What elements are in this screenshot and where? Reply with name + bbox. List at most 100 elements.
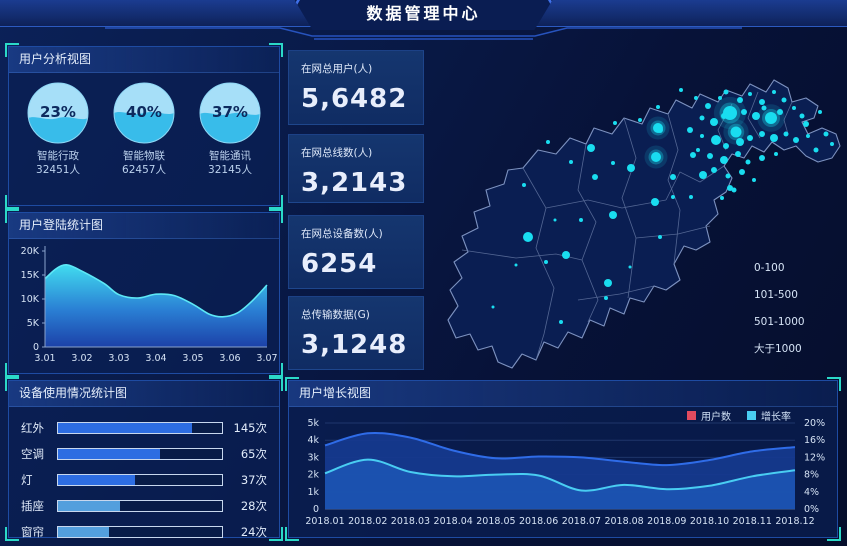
gauge-cell: 23% 智能行政 32451人	[20, 81, 96, 177]
svg-text:0: 0	[313, 504, 319, 515]
svg-text:3.05: 3.05	[182, 353, 203, 364]
panel-title: 设备使用情况统计图	[9, 381, 279, 407]
province-map-chart	[447, 79, 841, 369]
svg-text:10K: 10K	[21, 294, 40, 305]
svg-text:3.07: 3.07	[256, 353, 277, 364]
device-value: 24次	[240, 524, 267, 539]
growth-rate-swatch-icon	[747, 411, 756, 420]
svg-text:20K: 20K	[21, 246, 40, 257]
gauge-count: 32451人	[36, 164, 80, 176]
map-legend-row: 大于1000	[740, 335, 805, 362]
gauge-percent: 23%	[40, 103, 76, 121]
device-bar-fill	[58, 500, 121, 511]
device-usage-row: 红外 145次	[21, 419, 267, 436]
map-legend-label: 大于1000	[754, 343, 802, 355]
svg-text:2018.10: 2018.10	[690, 516, 729, 527]
device-label: 插座	[21, 498, 44, 513]
map-legend-row: 101-500	[740, 281, 805, 308]
stat-value: 6254	[301, 249, 378, 279]
device-bar-track	[57, 499, 223, 512]
gauge-label: 智能行政	[37, 150, 79, 162]
panel-user-growth: 用户增长视图 用户数 增长率 0 0% 1k 4% 2k 8% 3k 12% 4k 16% 5k 20…	[285, 377, 841, 541]
stat-value: 3,2143	[301, 168, 408, 198]
svg-text:0%: 0%	[804, 504, 819, 515]
panel-title: 用户增长视图	[289, 381, 837, 407]
device-bar-fill	[58, 474, 136, 485]
users-swatch-icon	[687, 411, 696, 420]
device-bar-track	[57, 421, 223, 434]
device-label: 窗帘	[21, 524, 44, 539]
svg-text:3.02: 3.02	[71, 353, 92, 364]
gauge-liquid-icon	[199, 82, 261, 144]
legend-item-users[interactable]: 用户数	[687, 408, 731, 423]
svg-text:3.04: 3.04	[145, 353, 166, 364]
stat-card-total-users: 在网总用户(人) 5,6482	[288, 50, 424, 125]
stat-label: 在网总设备数(人)	[301, 228, 383, 240]
device-value: 145次	[233, 420, 267, 435]
device-bar-track	[57, 473, 223, 486]
device-bar-fill	[58, 422, 193, 433]
panel-user-analysis: 用户分析视图 23% 智能行政 32451人	[5, 43, 283, 209]
stat-label: 在网总用户(人)	[301, 63, 373, 75]
svg-text:5K: 5K	[27, 318, 40, 329]
panel-login-stats: 用户登陆统计图 0 5K 10K 15K 20K 3.01 3.02 3.03 3.04 3.05…	[5, 209, 283, 377]
gauge-count: 32145人	[208, 164, 252, 176]
panel-title: 用户分析视图	[9, 47, 279, 73]
svg-text:2018.05: 2018.05	[476, 516, 515, 527]
panel-title: 用户登陆统计图	[9, 213, 279, 239]
svg-text:2018.09: 2018.09	[647, 516, 686, 527]
device-label: 灯	[21, 472, 33, 487]
gauge-percent: 40%	[126, 103, 162, 121]
device-label: 红外	[21, 420, 44, 435]
stat-card-total-data: 总传输数据(G) 3,1248	[288, 296, 424, 370]
svg-text:0: 0	[33, 342, 39, 353]
svg-text:2018.01: 2018.01	[305, 516, 344, 527]
header-underline-decoration	[105, 27, 742, 40]
gauge-liquid-icon	[113, 82, 175, 144]
svg-text:4k: 4k	[307, 435, 319, 446]
page-title: 数据管理中心	[366, 4, 481, 23]
liquid-gauge: 37%	[198, 81, 262, 145]
svg-text:3k: 3k	[307, 452, 319, 463]
svg-text:2018.08: 2018.08	[604, 516, 643, 527]
login-area-chart: 0 5K 10K 15K 20K 3.01 3.02 3.03 3.04 3.05 3.06 3.07	[21, 246, 278, 364]
map-legend-label: 0-100	[754, 261, 785, 274]
stat-label: 在网总线数(人)	[301, 147, 373, 159]
svg-text:1k: 1k	[307, 487, 319, 498]
liquid-gauge: 23%	[26, 81, 90, 145]
stat-value: 5,6482	[301, 84, 408, 114]
svg-text:3.01: 3.01	[34, 353, 55, 364]
svg-text:5k: 5k	[307, 418, 319, 429]
svg-text:4%: 4%	[804, 487, 819, 498]
svg-text:2018.03: 2018.03	[391, 516, 430, 527]
svg-text:3.03: 3.03	[108, 353, 129, 364]
svg-text:20%: 20%	[804, 418, 825, 429]
svg-text:2018.06: 2018.06	[519, 516, 558, 527]
panel-device-usage: 设备使用情况统计图 红外 145次 空调 65次 灯 37次 插座 28次	[5, 377, 283, 541]
device-value: 37次	[240, 472, 267, 487]
device-usage-row: 空调 65次	[21, 445, 267, 462]
device-value: 28次	[240, 498, 267, 513]
svg-text:2018.11: 2018.11	[733, 516, 772, 527]
map-size-legend: 0-100 101-500 501-1000 大于1000	[740, 254, 805, 362]
legend-label: 用户数	[701, 412, 731, 423]
legend-label: 增长率	[761, 412, 791, 423]
device-value: 65次	[240, 446, 267, 461]
stat-card-total-devices: 在网总设备数(人) 6254	[288, 215, 424, 289]
growth-area-chart: 0 0% 1k 4% 2k 8% 3k 12% 4k 16% 5k 20% 2018.01 2018.02…	[305, 418, 825, 527]
map-legend-label: 101-500	[754, 288, 798, 301]
gauge-count: 62457人	[122, 164, 166, 176]
map-legend-row: 0-100	[740, 254, 805, 281]
header-title-plate: 数据管理中心	[294, 0, 553, 30]
map-legend-label: 501-1000	[754, 315, 805, 328]
svg-text:2018.07: 2018.07	[562, 516, 601, 527]
device-bar-fill	[58, 526, 109, 537]
device-bar-fill	[58, 448, 160, 459]
growth-chart-legend: 用户数 增长率	[671, 408, 791, 423]
device-label: 空调	[21, 446, 44, 461]
app-header: 数据管理中心	[0, 0, 847, 44]
gauge-row: 23% 智能行政 32451人 40% 智能物联 62457人	[9, 73, 279, 177]
svg-text:15K: 15K	[21, 270, 40, 281]
stat-value: 3,1248	[301, 330, 408, 360]
legend-item-growth-rate[interactable]: 增长率	[747, 408, 791, 423]
